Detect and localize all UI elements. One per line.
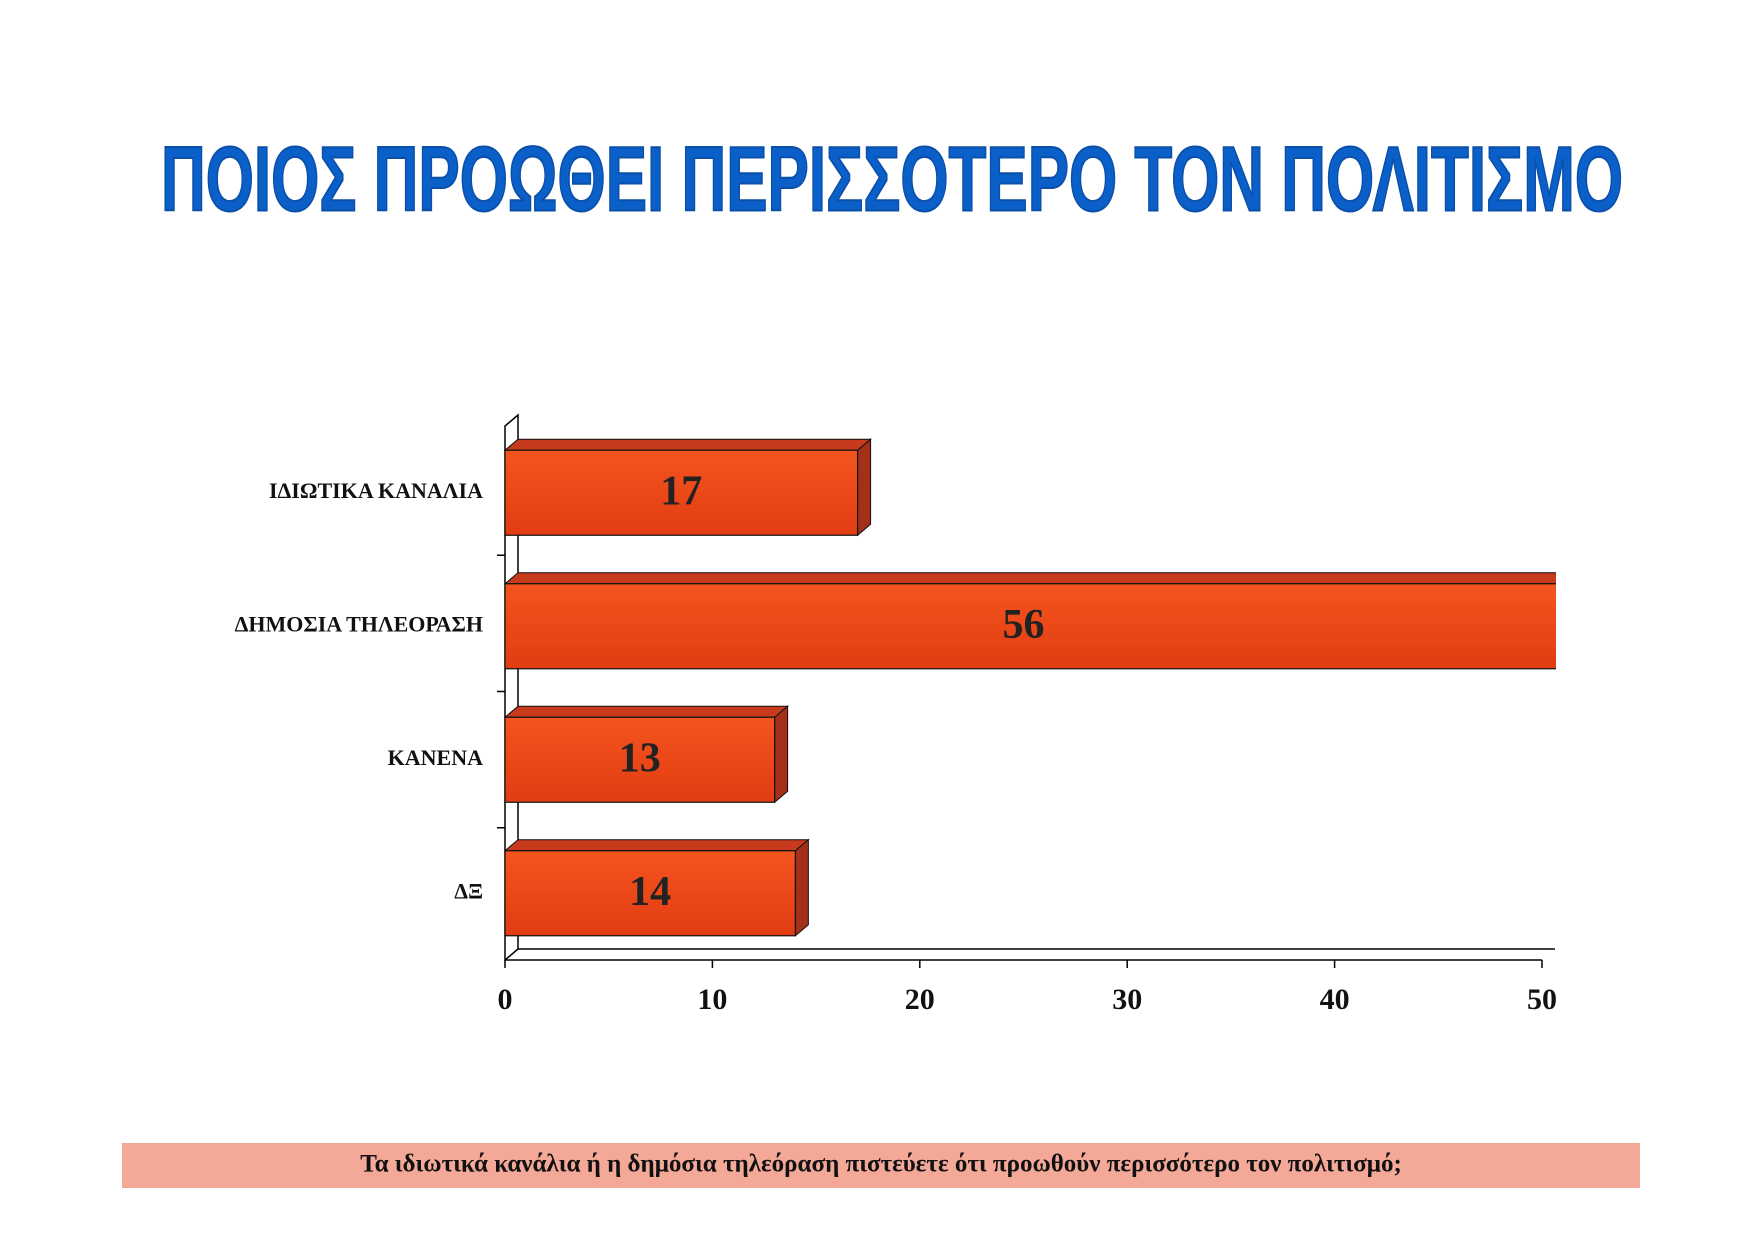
y-tick-label: ΙΔΙΩΤΙΚΑ ΚΑΝΑΛΙΑ [269, 478, 483, 503]
bar-top [503, 438, 872, 451]
note: Τα ιδιωτικά κανάλια ή η δημόσια τηλεόρασ… [360, 1151, 1402, 1178]
bar [504, 449, 859, 536]
note-box [122, 1143, 1640, 1188]
value-label: 13 [619, 735, 661, 781]
bars [503, 438, 1679, 937]
bar [504, 716, 776, 803]
value-label: 56 [1003, 602, 1045, 648]
bar [504, 583, 1556, 670]
bar-side [794, 838, 809, 937]
bar-top [503, 839, 810, 852]
bar-top [503, 705, 789, 718]
x-tick-label: 10 [697, 983, 727, 1016]
y-tick-label: ΚΑΝΕΝΑ [388, 745, 483, 770]
bar [504, 850, 796, 937]
x-tick-label: 50 [1527, 983, 1557, 1016]
y-tick-label: ΔΗΜΟΣΙΑ ΤΗΛΕΟΡΑΣΗ [235, 611, 483, 636]
bar-top [503, 572, 1556, 585]
value-label: 14 [629, 869, 671, 915]
bar-side [774, 705, 789, 804]
y-tick-label: ΔΞ [454, 878, 483, 903]
x-tick-label: 0 [498, 983, 513, 1016]
x-tick-label: 30 [1112, 983, 1142, 1016]
bar-side [857, 438, 872, 537]
value-label: 17 [660, 468, 702, 514]
plot: 0 10 20 30 40 50 ΙΔΙΩΤΙΚΑ ΚΑΝΑΛΙΑ 17 ΔΗΜΟΣΙΑ ΤΗΛ… [235, 413, 1679, 1016]
x-tick-label: 40 [1320, 983, 1350, 1016]
bar-side [1666, 573, 1679, 669]
x-tick-label: 20 [905, 983, 935, 1016]
chart-title: ΠΟΙΟΣ ΠΡΟΩΘΕΙ ΠΕΡΙΣΣΟΤΕΡΟ ΤΟΝ ΠΟΛΙΤΙΣΜΟ [161, 128, 1623, 230]
